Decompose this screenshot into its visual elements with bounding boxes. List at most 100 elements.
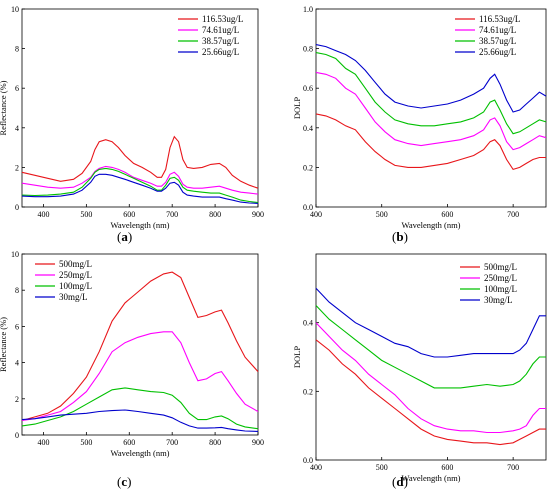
chart-c: 400 500 600 700 800 900 0 2 4 6 8 10 Wavelength (nm)… bbox=[0, 250, 264, 458]
legend-label: 25.66ug/L bbox=[202, 47, 239, 57]
x-tick-label: 600 bbox=[123, 210, 135, 219]
series-line-30mg/L bbox=[315, 287, 546, 358]
chart-a: 400 500 600 700 800 900 0 2 4 6 8 10 Wavelength (nm)… bbox=[0, 5, 264, 230]
y-tick-label: 4 bbox=[15, 359, 19, 368]
caption-c: (c) bbox=[117, 474, 132, 489]
legend-label: 250mg/L bbox=[484, 273, 517, 283]
caption-d: (d) bbox=[392, 474, 408, 489]
x-tick-label: 700 bbox=[166, 438, 178, 447]
series-line-38.57ug/L bbox=[21, 167, 259, 204]
x-tick-label: 600 bbox=[123, 438, 135, 447]
legend-label: 116.53ug/L bbox=[202, 14, 243, 24]
y-tick-label: 6 bbox=[15, 322, 19, 331]
caption-d-letter: d bbox=[396, 474, 404, 489]
y-tick-label: 0.2 bbox=[303, 163, 313, 172]
series-line-250mg/L bbox=[21, 331, 259, 422]
plot-frame bbox=[21, 8, 259, 208]
series-line-500mg/L bbox=[315, 339, 546, 446]
series-line-116.53ug/L bbox=[315, 113, 546, 171]
legend-label: 25.66ug/L bbox=[479, 47, 516, 57]
y-tick-label: 8 bbox=[15, 45, 19, 54]
y-tick-label: 2 bbox=[15, 163, 19, 172]
caption-a: (a) bbox=[117, 229, 133, 244]
y-tick-label: 10 bbox=[11, 5, 19, 14]
x-tick-label: 500 bbox=[80, 438, 92, 447]
y-tick-label: 0.6 bbox=[303, 84, 313, 93]
caption-c-letter: c bbox=[121, 474, 128, 489]
y-tick-label: 6 bbox=[15, 84, 19, 93]
x-axis-title: Wavelength (nm) bbox=[110, 220, 169, 230]
series-line-100mg/L bbox=[21, 387, 259, 430]
legend-label: 38.57ug/L bbox=[479, 36, 516, 46]
chart-d: 400 500 600 700 0.0 0.2 0.4 Wavelength (nm) DOLP… bbox=[292, 253, 547, 483]
y-tick-label: 0 bbox=[15, 431, 19, 440]
x-tick-label: 600 bbox=[441, 463, 453, 472]
y-tick-label: 0.2 bbox=[303, 387, 313, 396]
x-tick-label: 800 bbox=[209, 210, 221, 219]
y-axis-title: Reflectance (%) bbox=[0, 80, 8, 135]
x-tick-label: 400 bbox=[37, 438, 49, 447]
series-line-38.57ug/L bbox=[315, 52, 547, 135]
series-line-25.66ug/L bbox=[21, 173, 259, 204]
y-tick-label: 0.4 bbox=[303, 319, 313, 328]
y-axis-title: Reflectance (%) bbox=[0, 317, 8, 372]
legend: 116.53ug/L74.61ug/L38.57ug/L25.66ug/L bbox=[455, 14, 520, 57]
y-tick-label: 0 bbox=[15, 203, 19, 212]
legend-label: 74.61ug/L bbox=[479, 25, 516, 35]
series-line-30mg/L bbox=[21, 409, 259, 432]
legend-label: 500mg/L bbox=[59, 259, 92, 269]
series-line-100mg/L bbox=[315, 305, 546, 389]
x-axis-title: Wavelength (nm) bbox=[401, 220, 460, 230]
x-tick-label: 700 bbox=[507, 210, 519, 219]
caption-b-letter: b bbox=[396, 229, 404, 244]
x-tick-label: 500 bbox=[376, 463, 388, 472]
y-axis-title: DOLP bbox=[292, 346, 302, 368]
x-axis-title: Wavelength (nm) bbox=[110, 448, 169, 458]
series-line-74.61ug/L bbox=[21, 165, 259, 195]
legend-label: 74.61ug/L bbox=[202, 25, 239, 35]
legend-label: 38.57ug/L bbox=[202, 36, 239, 46]
y-axis-title: DOLP bbox=[292, 97, 302, 119]
series-line-116.53ug/L bbox=[21, 135, 259, 189]
x-tick-label: 800 bbox=[209, 438, 221, 447]
x-tick-label: 400 bbox=[37, 210, 49, 219]
plot-frame bbox=[315, 8, 547, 208]
x-tick-label: 900 bbox=[252, 438, 264, 447]
y-tick-label: 0.0 bbox=[303, 456, 313, 465]
x-tick-label: 700 bbox=[166, 210, 178, 219]
series-line-74.61ug/L bbox=[315, 71, 547, 151]
chart-b: 400 500 600 700 0.0 0.2 0.4 0.6 0.8 1.0 Wavelength… bbox=[292, 5, 547, 230]
x-tick-label: 400 bbox=[310, 210, 322, 219]
x-tick-label: 500 bbox=[376, 210, 388, 219]
y-tick-label: 8 bbox=[15, 286, 19, 295]
x-tick-label: 700 bbox=[507, 463, 519, 472]
plot-frame bbox=[21, 253, 259, 436]
y-tick-label: 2 bbox=[15, 395, 19, 404]
caption-a-letter: a bbox=[121, 229, 128, 244]
y-tick-label: 0.8 bbox=[303, 45, 313, 54]
x-tick-label: 900 bbox=[252, 210, 264, 219]
series-line-500mg/L bbox=[21, 271, 259, 422]
y-tick-label: 0.0 bbox=[303, 203, 313, 212]
x-axis-title: Wavelength (nm) bbox=[401, 473, 460, 483]
series-line-25.66ug/L bbox=[315, 44, 547, 113]
series-line-250mg/L bbox=[315, 322, 546, 434]
legend-label: 30mg/L bbox=[484, 295, 513, 305]
legend-label: 30mg/L bbox=[59, 292, 88, 302]
y-tick-label: 0.4 bbox=[303, 124, 313, 133]
y-tick-label: 4 bbox=[15, 124, 19, 133]
legend-label: 500mg/L bbox=[484, 262, 517, 272]
x-tick-label: 600 bbox=[441, 210, 453, 219]
y-tick-label: 1.0 bbox=[303, 5, 313, 14]
legend-label: 100mg/L bbox=[59, 281, 92, 291]
caption-b: (b) bbox=[392, 229, 408, 244]
legend-label: 100mg/L bbox=[484, 284, 517, 294]
legend-label: 116.53ug/L bbox=[479, 14, 520, 24]
legend-label: 250mg/L bbox=[59, 270, 92, 280]
x-tick-label: 500 bbox=[80, 210, 92, 219]
x-tick-label: 400 bbox=[310, 463, 322, 472]
y-tick-label: 10 bbox=[11, 250, 19, 259]
